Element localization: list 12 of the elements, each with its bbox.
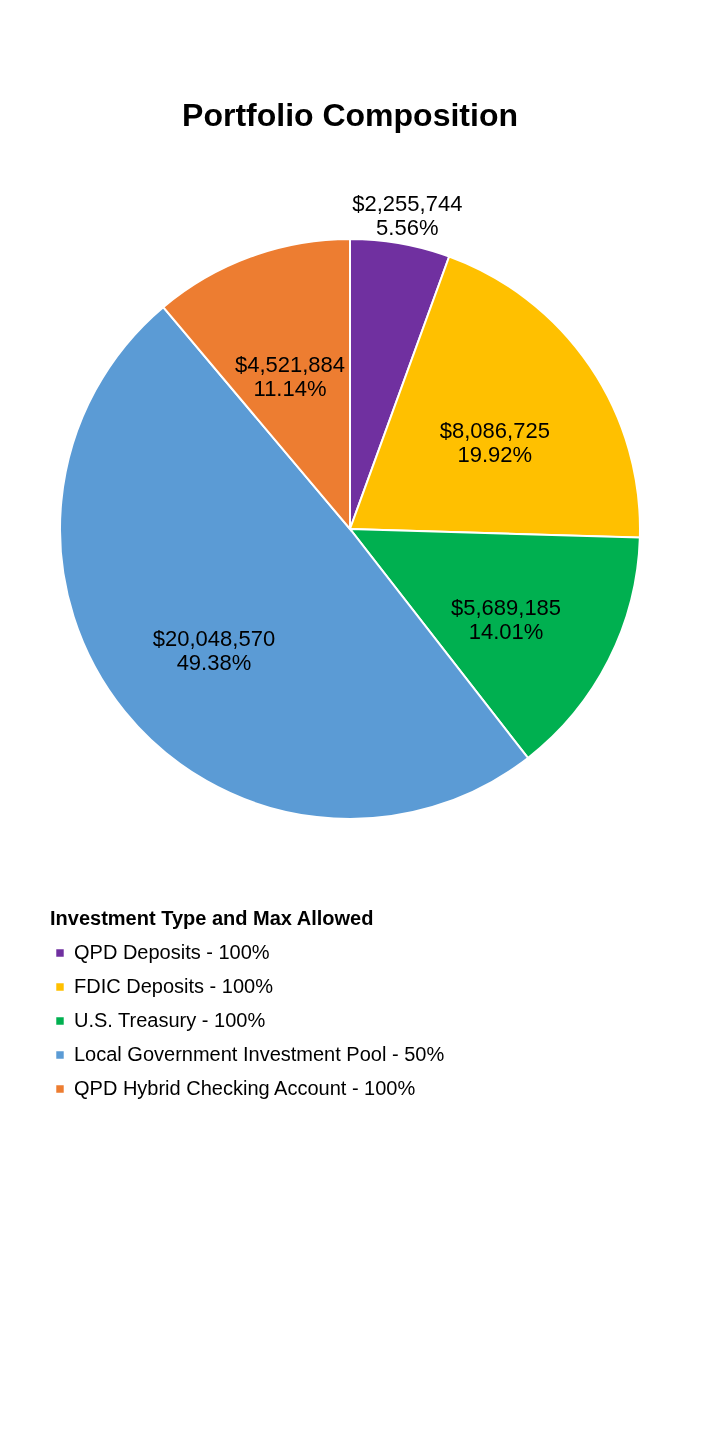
legend-label: QPD Hybrid Checking Account - 100% [74, 1077, 416, 1099]
data-label: $5,689,185 14.01% [450, 595, 562, 645]
legend-title: Investment Type and Max Allowed [50, 907, 374, 929]
data-label: $20,048,570 49.38% [152, 626, 276, 676]
chart-title: Portfolio Composition [182, 97, 518, 134]
data-label: $4,521,884 11.14% [234, 351, 346, 401]
data-label: $2,255,744 5.56% [352, 191, 463, 241]
data-label: $8,086,725 19.92% [439, 417, 550, 467]
legend-label: QPD Deposits - 100% [74, 941, 270, 963]
legend-label: Local Government Investment Pool - 50% [74, 1043, 445, 1065]
legend-label: FDIC Deposits - 100% [74, 975, 274, 997]
legend-label: U.S. Treasury - 100% [74, 1009, 266, 1031]
